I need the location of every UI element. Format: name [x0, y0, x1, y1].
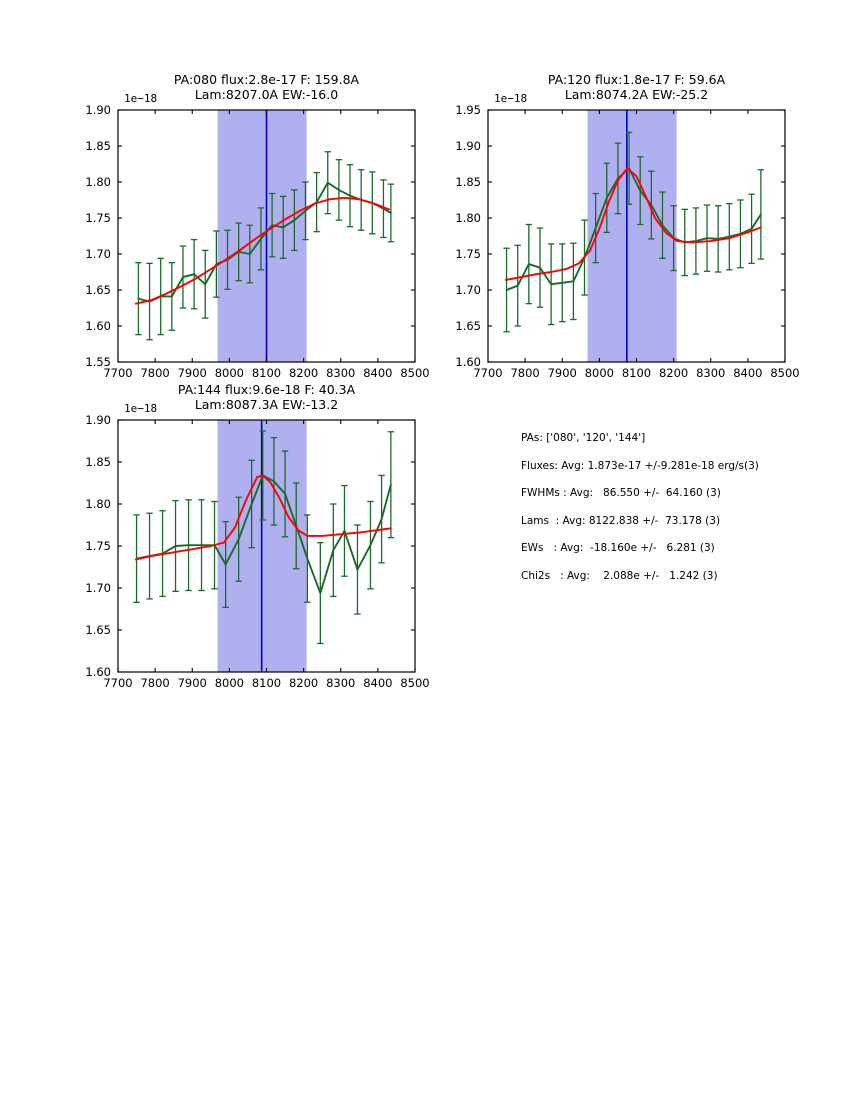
plot-pa-080: 7700 7800 7900 8000 8100 8200 8300 8400 8500 1.55… [85, 103, 429, 380]
plot-pa-144: 7700 7800 7900 8000 8100 8200 8300 8400 8500 1.60… [85, 413, 429, 690]
summary-line-1: Fluxes: Avg: 1.873e-17 +/-9.281e-18 erg/… [521, 459, 759, 472]
xtick-label: 8300 [696, 366, 725, 380]
ytick-label: 1.90 [85, 413, 111, 427]
axis-ticks-pa-120 [487, 109, 786, 363]
ytick-label: 1.60 [85, 319, 111, 333]
ytick-label: 1.80 [85, 175, 111, 189]
panel-title-pa-120: PA:120 flux:1.8e-17 F: 59.6A Lam:8074.2A … [488, 72, 785, 102]
xtick-label: 7900 [178, 366, 207, 380]
xtick-label: 8400 [733, 366, 762, 380]
xtick-label: 7800 [510, 366, 539, 380]
xtick-label: 7700 [473, 366, 502, 380]
series-data-pa-120 [505, 167, 762, 291]
xtick-label: 8500 [400, 366, 429, 380]
xtick-label: 8100 [252, 676, 281, 690]
ytick-label: 1.70 [85, 247, 111, 261]
panel-title-line2: Lam:8207.0A EW:-16.0 [194, 87, 339, 102]
xtick-label: 8300 [326, 366, 355, 380]
xtick-label: 8500 [400, 676, 429, 690]
ytick-label: 1.70 [85, 581, 111, 595]
panel-title-line1: PA:120 flux:1.8e-17 F: 59.6A [547, 72, 726, 87]
xtick-label: 7700 [103, 676, 132, 690]
panel-title-line1: PA:080 flux:2.8e-17 F: 159.8A [173, 72, 360, 87]
xtick-label: 8100 [622, 366, 651, 380]
ytick-label: 1.85 [85, 139, 111, 153]
axis-exponent-label-pa-120: 1e−18 [494, 92, 528, 105]
xtick-label: 8300 [326, 676, 355, 690]
series-fit-pa-144 [134, 474, 392, 561]
plot-pa-120: 7700 7800 7900 8000 8100 8200 8300 8400 8500 1.60… [455, 103, 799, 380]
xtick-label: 7900 [548, 366, 577, 380]
xtick-label: 8000 [215, 366, 244, 380]
xtick-label: 8000 [585, 366, 614, 380]
summary-line-2: FWHMs : Avg: 86.550 +/- 64.160 (3) [521, 487, 721, 499]
ytick-label: 1.70 [455, 283, 481, 297]
panel-title-pa-144: PA:144 flux:9.6e-18 F: 40.3A Lam:8087.3A … [118, 382, 415, 412]
ytick-label: 1.85 [85, 455, 111, 469]
xtick-label: 8400 [363, 366, 392, 380]
xtick-label: 8200 [659, 366, 688, 380]
xtick-label: 7800 [140, 676, 169, 690]
summary-line-3: Lams : Avg: 8122.838 +/- 73.178 (3) [521, 514, 721, 527]
summary-line-4: EWs : Avg: -18.160e +/- 6.281 (3) [521, 542, 715, 554]
ytick-label: 1.60 [455, 355, 481, 369]
ytick-label: 1.90 [455, 139, 481, 153]
summary-statistics: PAs: ['080', '120', '144'] Fluxes: Avg: 1… [521, 432, 759, 597]
series-fit-pa-120 [504, 167, 762, 281]
wavelength-band-pa-080 [217, 110, 307, 362]
summary-line-5: Chi2s : Avg: 2.088e +/- 1.242 (3) [521, 569, 718, 582]
ytick-label: 1.85 [455, 175, 481, 189]
xtick-label: 7800 [140, 366, 169, 380]
ytick-label: 1.90 [85, 103, 111, 117]
axis-ticks-pa-144 [117, 419, 416, 673]
ytick-label: 1.75 [85, 539, 111, 553]
ytick-label: 1.65 [455, 319, 481, 333]
xtick-label: 8400 [363, 676, 392, 690]
panel-title-line2: Lam:8087.3A EW:-13.2 [194, 397, 339, 412]
axis-exponent-label-pa-144: 1e−18 [124, 402, 158, 415]
xtick-label: 7900 [178, 676, 207, 690]
ytick-label: 1.95 [455, 103, 481, 117]
panel-title-line1: PA:144 flux:9.6e-18 F: 40.3A [177, 382, 356, 397]
wavelength-band-pa-120 [587, 110, 677, 362]
summary-line-0: PAs: ['080', '120', '144'] [521, 432, 646, 444]
xtick-label: 8000 [215, 676, 244, 690]
xtick-label: 8200 [289, 676, 318, 690]
ytick-label: 1.65 [85, 623, 111, 637]
ytick-label: 1.55 [85, 355, 111, 369]
ytick-label: 1.75 [455, 247, 481, 261]
ytick-label: 1.80 [455, 211, 481, 225]
xtick-label: 8200 [289, 366, 318, 380]
xtick-label: 7700 [103, 366, 132, 380]
axis-exponent-label-pa-080: 1e−18 [124, 92, 158, 105]
xtick-label: 8100 [252, 366, 281, 380]
ytick-label: 1.60 [85, 665, 111, 679]
series-data-pa-144 [135, 474, 392, 594]
panel-title-line2: Lam:8074.2A EW:-25.2 [564, 87, 709, 102]
axis-ticks-pa-080 [117, 109, 416, 363]
series-fit-pa-080 [134, 196, 390, 305]
ytick-label: 1.80 [85, 497, 111, 511]
panel-title-pa-080: PA:080 flux:2.8e-17 F: 159.8A Lam:8207.0A… [118, 72, 415, 102]
ytick-label: 1.65 [85, 283, 111, 297]
xtick-label: 8500 [770, 366, 799, 380]
ytick-label: 1.75 [85, 211, 111, 225]
